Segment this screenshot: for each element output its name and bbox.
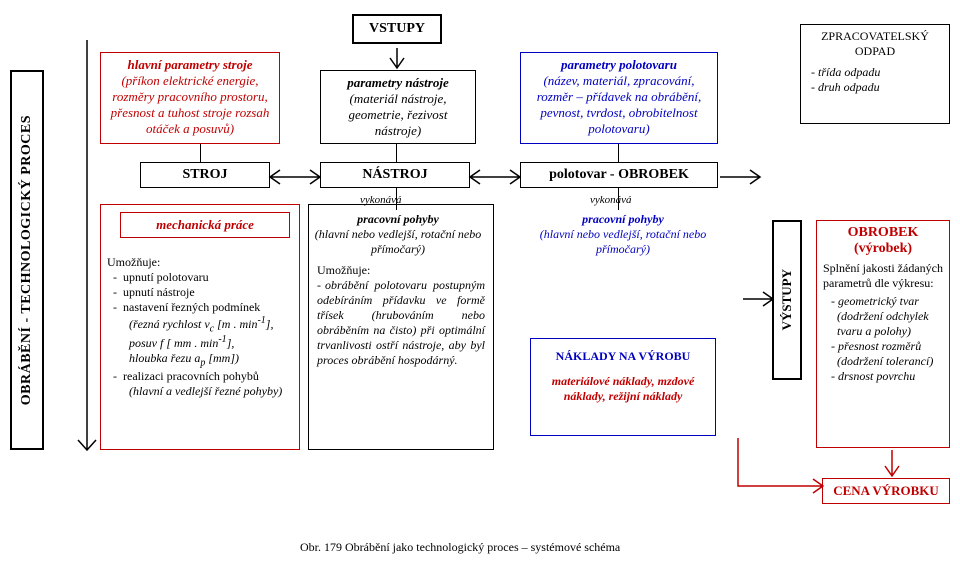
obrobek-title: OBROBEK (výrobek): [823, 225, 943, 257]
vertical-process-text: OBRÁBĚNÍ - TECHNOLOGICKÝ PROCES: [19, 115, 35, 405]
nastroj-text: NÁSTROJ: [362, 167, 427, 183]
prac-pohyby2-body: (hlavní nebo vedlejší, rotační nebo přím…: [528, 227, 718, 257]
umoznuje2-body: -obrábění polotovaru postupným odebírání…: [317, 278, 485, 368]
zprac-odpad-title: ZPRACOVATELSKÝ ODPAD: [807, 29, 943, 59]
arrow: [390, 48, 404, 68]
zprac-odpad-item: - třída odpadu: [811, 65, 943, 80]
line-polotovar-down: [618, 144, 619, 162]
arrow: [720, 170, 760, 184]
obrobek-item: - geometrický tvar (dodržení odchylek tv…: [831, 294, 943, 339]
hlavni-parametry-title: hlavní parametry stroje: [107, 57, 273, 73]
vykonava-label-2: vykonává: [590, 194, 632, 206]
caption: Obr. 179 Obrábění jako technologický pro…: [300, 540, 620, 555]
obrobek-box: OBROBEK (výrobek) Splnění jakosti žádaný…: [816, 220, 950, 448]
diagram-canvas: OBRÁBĚNÍ - TECHNOLOGICKÝ PROCES VSTUPY h…: [0, 0, 960, 562]
umoznuje2-title: Umožňuje:: [317, 263, 485, 278]
umoznuje1-line: - upnutí nástroje: [107, 285, 293, 300]
line-polotovar-mid: [618, 188, 619, 210]
naklady-box: NÁKLADY NA VÝROBU materiálové náklady, m…: [530, 338, 716, 436]
umoznuje1-line: - upnutí polotovaru: [107, 270, 293, 285]
arrow: [885, 450, 899, 476]
hlavni-parametry-body: (příkon elektrické energie, rozměry prac…: [107, 73, 273, 137]
umoznuje2-box: Umožňuje: -obrábění polotovaru postupným…: [308, 204, 494, 450]
parametry-nastroje-box: parametry nástroje (materiál nástroje, g…: [320, 70, 476, 144]
umoznuje1-line: - nastavení řezných podmínek: [107, 300, 293, 315]
line-nastroj-mid: [396, 188, 397, 210]
vystupy-text: VÝSTUPY: [779, 269, 795, 330]
obrobek-item: - drsnost povrchu: [831, 369, 943, 384]
obrobek-items: - geometrický tvar (dodržení odchylek tv…: [823, 294, 943, 384]
parametry-nastroje-title: parametry nástroje: [327, 75, 469, 91]
umoznuje1-lines: - upnutí polotovaru- upnutí nástroje- na…: [107, 270, 293, 399]
obrobek-item: - přesnost rozměrů (dodržení tolerancí): [831, 339, 943, 369]
naklady-title: NÁKLADY NA VÝROBU: [537, 349, 709, 364]
line-nastroj-down: [396, 144, 397, 162]
arrow: [270, 170, 320, 184]
vstupy-text: VSTUPY: [369, 21, 425, 37]
parametry-polotovaru-box: parametry polotovaru (název, materiál, z…: [520, 52, 718, 144]
obrobek-sub: Splnění jakosti žádaných parametrů dle v…: [823, 261, 943, 291]
prac-pohyby2: pracovní pohyby (hlavní nebo vedlejší, r…: [528, 212, 718, 257]
vertical-process-label: OBRÁBĚNÍ - TECHNOLOGICKÝ PROCES: [10, 70, 44, 450]
umoznuje1-line: hloubka řezu ap [mm]): [107, 351, 293, 368]
umoznuje1-title: Umožňuje:: [107, 255, 293, 270]
arrow: [470, 170, 520, 184]
umoznuje1-box: Umožňuje: - upnutí polotovaru- upnutí ná…: [100, 204, 300, 450]
arrow: [743, 292, 773, 306]
zprac-odpad-items: - třída odpadu- druh odpadu: [807, 65, 943, 95]
prac-pohyby2-title: pracovní pohyby: [528, 212, 718, 227]
zprac-odpad-box: ZPRACOVATELSKÝ ODPAD - třída odpadu- dru…: [800, 24, 950, 124]
parametry-nastroje-body: (materiál nástroje, geometrie, řezivost …: [327, 91, 469, 139]
umoznuje1-line: - realizaci pracovních pohybů: [107, 369, 293, 384]
line-stroj-down: [200, 144, 201, 162]
naklady-body: materiálové náklady, mzdové náklady, rež…: [537, 374, 709, 404]
zprac-odpad-item: - druh odpadu: [811, 80, 943, 95]
nastroj-box: NÁSTROJ: [320, 162, 470, 188]
parametry-polotovaru-title: parametry polotovaru: [527, 57, 711, 73]
parametry-polotovaru-body: (název, materiál, zpracování, rozměr – p…: [527, 73, 711, 137]
stroj-text: STROJ: [182, 167, 227, 183]
umoznuje1-line: (hlavní a vedlejší řezné pohyby): [107, 384, 293, 399]
vstupy-box: VSTUPY: [352, 14, 442, 44]
arrow: [78, 40, 96, 450]
umoznuje1-line: posuv f [ mm . min-1],: [107, 334, 293, 351]
stroj-box: STROJ: [140, 162, 270, 188]
cena-text: CENA VÝROBKU: [833, 483, 939, 499]
polotovar-box: polotovar - OBROBEK: [520, 162, 718, 188]
arrow: [738, 438, 823, 493]
cena-box: CENA VÝROBKU: [822, 478, 950, 504]
umoznuje1-line: (řezná rychlost vc [m . min-1],: [107, 315, 293, 334]
vystupy-box: VÝSTUPY: [772, 220, 802, 380]
polotovar-text: polotovar - OBROBEK: [549, 167, 689, 183]
hlavni-parametry-box: hlavní parametry stroje (příkon elektric…: [100, 52, 280, 144]
